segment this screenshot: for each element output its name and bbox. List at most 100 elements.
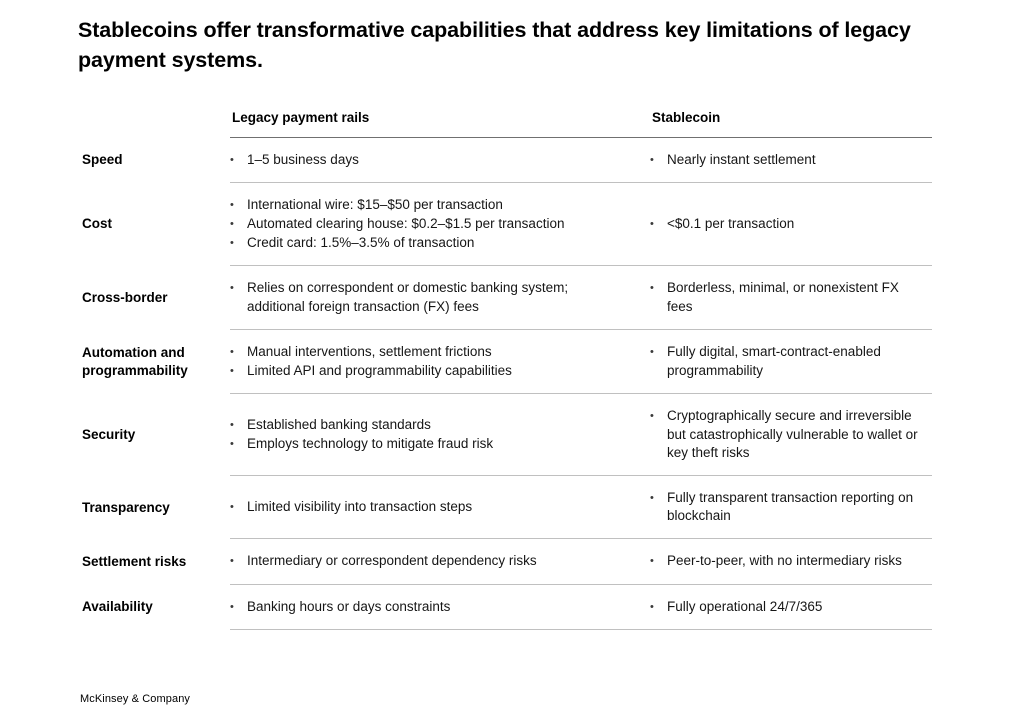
bullet-text: Credit card: 1.5%–3.5% of transaction — [247, 235, 475, 251]
bullet-item: • Nearly instant settlement — [650, 151, 926, 169]
bullet-icon: • — [230, 365, 234, 378]
bullet-item: • <$0.1 per transaction — [650, 215, 926, 233]
table-row: Cost • International wire: $15–$50 per t… — [80, 183, 932, 267]
row-label: Automation and programmability — [82, 344, 188, 379]
stablecoin-cell: • Fully transparent transaction reportin… — [650, 476, 932, 540]
bullet-text: Limited visibility into transaction step… — [247, 499, 473, 515]
bullet-item: • Established banking standards — [230, 416, 606, 434]
table-row: Settlement risks • Intermediary or corre… — [80, 539, 932, 585]
row-label: Availability — [82, 599, 153, 615]
bullet-item: • Limited visibility into transaction st… — [230, 498, 606, 516]
stablecoin-cell: • Nearly instant settlement — [650, 138, 932, 183]
table-row: Transparency • Limited visibility into t… — [80, 476, 932, 540]
bullet-icon: • — [650, 410, 654, 423]
bullet-text: Manual interventions, settlement frictio… — [247, 343, 492, 359]
bullet-text: Banking hours or days constraints — [247, 598, 451, 614]
row-label: Transparency — [82, 499, 170, 515]
bullet-text: Fully digital, smart-contract-enabled pr… — [667, 344, 881, 378]
bullet-text: <$0.1 per transaction — [667, 215, 795, 231]
legacy-cell: • Manual interventions, settlement frict… — [230, 330, 650, 395]
table-row: Availability • Banking hours or days con… — [80, 585, 932, 630]
bullet-item: • Limited API and programmability capabi… — [230, 362, 606, 380]
bullet-item: • Employs technology to mitigate fraud r… — [230, 435, 606, 453]
column-header-stablecoin: Stablecoin — [650, 101, 932, 138]
row-label: Cross-border — [82, 290, 168, 306]
stablecoin-cell: • Fully digital, smart-contract-enabled … — [650, 330, 932, 395]
bullet-item: • 1–5 business days — [230, 151, 606, 169]
bullet-item: • Fully digital, smart-contract-enabled … — [650, 343, 926, 379]
bullet-item: • Fully transparent transaction reportin… — [650, 489, 926, 525]
table-row: Automation and programmability • Manual … — [80, 330, 932, 395]
footer-brand: McKinsey & Company — [80, 693, 191, 705]
bullet-item: • Cryptographically secure and irreversi… — [650, 407, 926, 462]
legacy-cell: • Established banking standards • Employ… — [230, 394, 650, 476]
bullet-text: Nearly instant settlement — [667, 151, 816, 167]
row-label: Security — [82, 427, 136, 443]
bullet-item: • Automated clearing house: $0.2–$1.5 pe… — [230, 215, 606, 233]
stablecoin-cell: • Borderless, minimal, or nonexistent FX… — [650, 266, 932, 330]
bullet-text: Peer-to-peer, with no intermediary risks — [667, 553, 902, 569]
legacy-cell: • Banking hours or days constraints — [230, 585, 650, 630]
table-row: Cross-border • Relies on correspondent o… — [80, 266, 932, 330]
bullet-icon: • — [650, 153, 654, 166]
bullet-text: Intermediary or correspondent dependency… — [247, 553, 537, 569]
bullet-text: Employs technology to mitigate fraud ris… — [247, 436, 494, 452]
row-label: Cost — [82, 216, 112, 232]
bullet-icon: • — [230, 282, 234, 295]
bullet-text: Relies on correspondent or domestic bank… — [247, 280, 569, 314]
bullet-icon: • — [230, 418, 234, 431]
bullet-icon: • — [230, 217, 234, 230]
bullet-icon: • — [230, 345, 234, 358]
stablecoin-cell: • <$0.1 per transaction — [650, 183, 932, 267]
bullet-item: • International wire: $15–$50 per transa… — [230, 196, 606, 214]
column-header-legacy: Legacy payment rails — [230, 101, 650, 138]
bullet-item: • Banking hours or days constraints — [230, 598, 606, 616]
page-title: Stablecoins offer transformative capabil… — [78, 18, 911, 73]
bullet-text: Automated clearing house: $0.2–$1.5 per … — [247, 215, 565, 231]
row-label-column-spacer — [80, 101, 230, 138]
legacy-cell: • Intermediary or correspondent dependen… — [230, 539, 650, 585]
table-row: Security • Established banking standards… — [80, 394, 932, 476]
bullet-icon: • — [650, 491, 654, 504]
bullet-item: • Relies on correspondent or domestic ba… — [230, 279, 606, 315]
bullet-item: • Fully operational 24/7/365 — [650, 598, 926, 616]
bullet-icon: • — [650, 346, 654, 359]
bullet-icon: • — [230, 198, 234, 211]
stablecoin-cell: • Peer-to-peer, with no intermediary ris… — [650, 539, 932, 585]
bullet-text: Borderless, minimal, or nonexistent FX f… — [667, 280, 899, 314]
legacy-cell: • Limited visibility into transaction st… — [230, 476, 650, 540]
table-row: Speed • 1–5 business days • Nearly insta… — [80, 138, 932, 183]
bullet-text: Cryptographically secure and irreversibl… — [667, 408, 918, 460]
bullet-text: Fully operational 24/7/365 — [667, 598, 823, 614]
legacy-cell: • International wire: $15–$50 per transa… — [230, 183, 650, 267]
bullet-icon: • — [230, 438, 234, 451]
row-label: Speed — [82, 152, 123, 168]
bullet-item: • Credit card: 1.5%–3.5% of transaction — [230, 234, 606, 252]
table-body: Speed • 1–5 business days • Nearly insta… — [80, 138, 932, 630]
bullet-text: 1–5 business days — [247, 151, 359, 167]
bullet-icon: • — [230, 237, 234, 250]
bullet-text: International wire: $15–$50 per transact… — [247, 196, 503, 212]
bullet-icon: • — [650, 555, 654, 568]
stablecoin-cell: • Cryptographically secure and irreversi… — [650, 394, 932, 476]
comparison-table: Legacy payment rails Stablecoin Speed • … — [80, 101, 932, 630]
bullet-icon: • — [230, 501, 234, 514]
table-header-row: Legacy payment rails Stablecoin — [80, 101, 932, 138]
bullet-text: Fully transparent transaction reporting … — [667, 489, 914, 524]
bullet-text: Established banking standards — [247, 416, 431, 432]
bullet-item: • Manual interventions, settlement frict… — [230, 343, 606, 361]
bullet-icon: • — [650, 600, 654, 613]
legacy-cell: • 1–5 business days — [230, 138, 650, 183]
bullet-icon: • — [650, 217, 654, 230]
bullet-icon: • — [650, 282, 654, 295]
bullet-item: • Intermediary or correspondent dependen… — [230, 552, 606, 570]
bullet-icon: • — [230, 600, 234, 613]
bullet-text: Limited API and programmability capabili… — [247, 363, 512, 379]
row-label: Settlement risks — [82, 553, 187, 569]
stablecoin-cell: • Fully operational 24/7/365 — [650, 585, 932, 630]
bullet-item: • Peer-to-peer, with no intermediary ris… — [650, 552, 926, 570]
legacy-cell: • Relies on correspondent or domestic ba… — [230, 266, 650, 330]
bullet-icon: • — [230, 153, 234, 166]
bullet-icon: • — [230, 555, 234, 568]
